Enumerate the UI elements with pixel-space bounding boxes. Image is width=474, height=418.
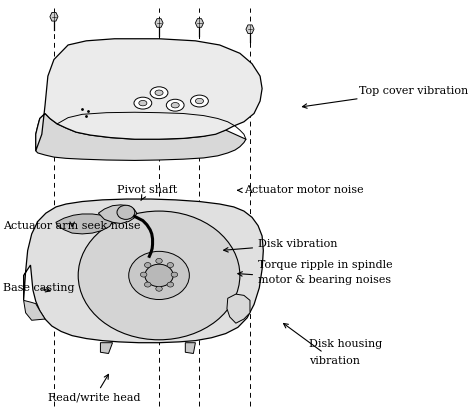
Ellipse shape (145, 264, 173, 287)
Text: Base casting: Base casting (3, 283, 75, 293)
Text: vibration: vibration (283, 324, 360, 366)
Polygon shape (100, 343, 112, 354)
Text: Actuator motor noise: Actuator motor noise (238, 185, 364, 195)
Polygon shape (50, 13, 58, 21)
Text: Top cover vibration: Top cover vibration (302, 86, 468, 108)
Ellipse shape (78, 211, 240, 340)
Ellipse shape (150, 87, 168, 99)
Ellipse shape (171, 102, 179, 108)
Ellipse shape (117, 205, 135, 219)
Ellipse shape (139, 100, 147, 106)
Polygon shape (24, 301, 45, 320)
Ellipse shape (140, 272, 147, 277)
Ellipse shape (191, 95, 209, 107)
Text: Disk housing: Disk housing (309, 339, 382, 349)
Ellipse shape (171, 272, 178, 277)
Text: motor & bearing noises: motor & bearing noises (238, 272, 391, 285)
Ellipse shape (167, 282, 173, 287)
Ellipse shape (155, 90, 163, 95)
Ellipse shape (195, 98, 203, 104)
Text: Torque ripple in spindle: Torque ripple in spindle (258, 260, 392, 270)
Polygon shape (155, 19, 163, 27)
Polygon shape (246, 25, 254, 33)
Ellipse shape (134, 97, 152, 109)
Text: Pivot shaft: Pivot shaft (117, 185, 177, 201)
Ellipse shape (156, 258, 162, 263)
Polygon shape (24, 199, 264, 343)
Polygon shape (36, 39, 262, 151)
Polygon shape (36, 114, 246, 161)
Ellipse shape (129, 251, 189, 300)
Ellipse shape (156, 286, 162, 291)
Ellipse shape (145, 282, 151, 287)
Polygon shape (195, 19, 203, 27)
Ellipse shape (167, 263, 173, 268)
Ellipse shape (166, 99, 184, 111)
Polygon shape (185, 343, 195, 354)
Polygon shape (56, 214, 112, 234)
Ellipse shape (145, 263, 151, 268)
Polygon shape (227, 294, 250, 323)
Polygon shape (99, 205, 137, 224)
Text: Read/write head: Read/write head (48, 375, 141, 403)
Text: Actuator arm seek noise: Actuator arm seek noise (3, 221, 141, 231)
Text: Disk vibration: Disk vibration (224, 239, 337, 252)
